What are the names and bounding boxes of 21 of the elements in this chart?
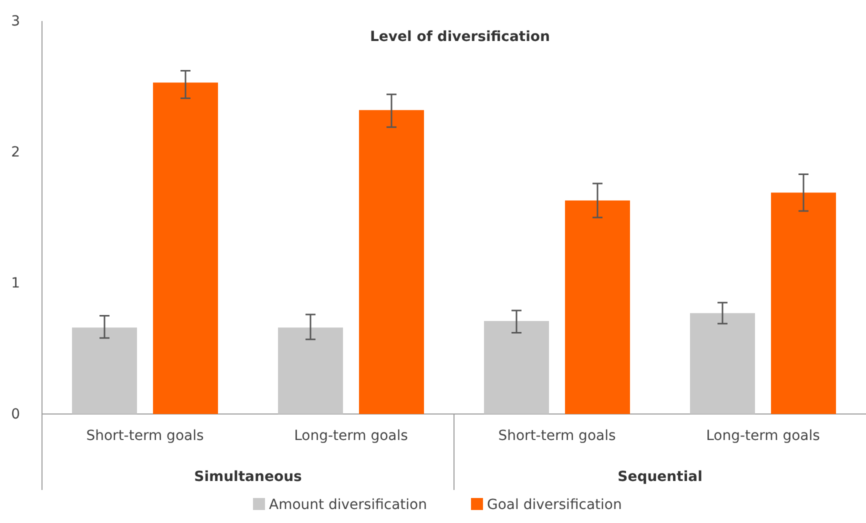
legend-label: Goal diversification — [487, 497, 622, 513]
text: Sequential — [618, 469, 702, 485]
y-tick-label: 1 — [11, 275, 20, 292]
y-tick-label: 2 — [11, 144, 20, 160]
bar — [278, 328, 343, 414]
bar — [359, 110, 424, 414]
bar — [484, 320, 549, 414]
bar — [771, 192, 836, 414]
bar — [153, 82, 218, 414]
text: Level of diversification — [370, 29, 550, 45]
x-tick-label: Short-term goals — [86, 428, 204, 444]
y-tick-label: 3 — [11, 13, 20, 30]
legend-label: Amount diversification — [269, 497, 427, 513]
bar — [565, 200, 630, 414]
bar — [72, 328, 137, 414]
bar — [690, 313, 755, 414]
x-tick-label: Long-term goals — [706, 428, 820, 444]
x-tick-label: Long-term goals — [294, 428, 408, 444]
text: Simultaneous — [194, 469, 302, 485]
x-tick-label: Short-term goals — [498, 428, 616, 444]
y-tick-label: 0 — [11, 406, 20, 422]
